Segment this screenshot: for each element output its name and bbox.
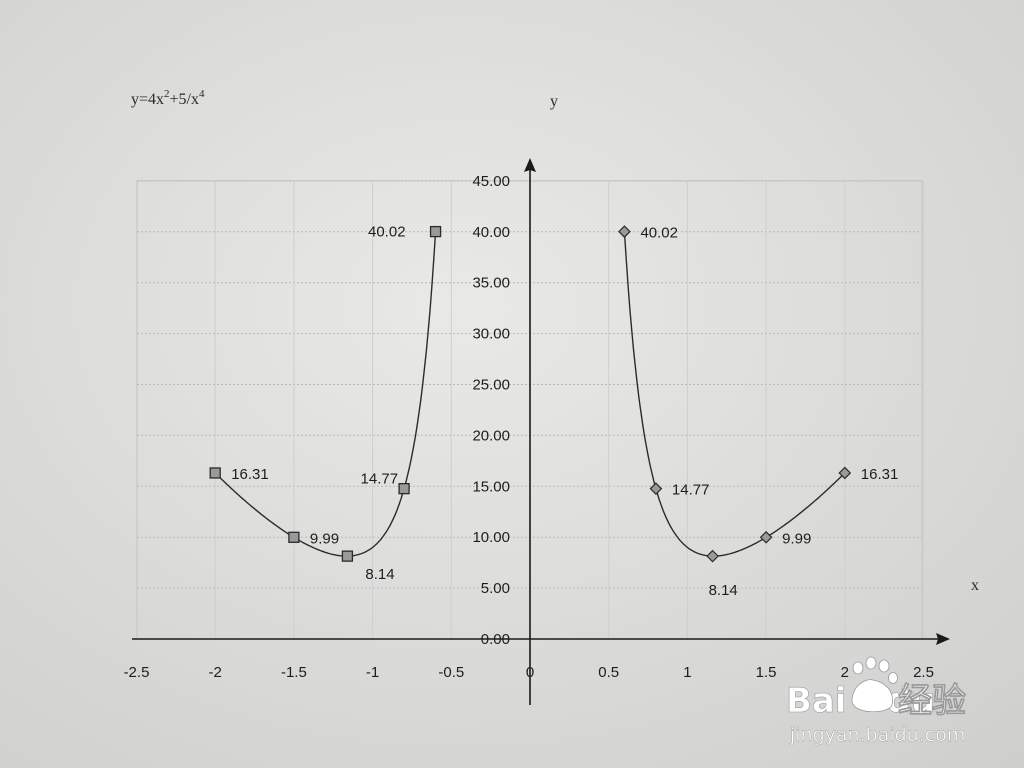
- x-tick-label: 0.5: [598, 664, 619, 681]
- y-tick-label: 0.00: [481, 631, 510, 648]
- y-tick-label: 45.00: [472, 173, 510, 190]
- equation-exp1: 2: [164, 88, 170, 100]
- equation-exp2: 4: [199, 88, 205, 100]
- series-layer: 16.31 9.99 8.14 14.77 40.02 40.02 14.77 8.14 9.9…: [209, 224, 899, 599]
- square-marker: [341, 550, 354, 562]
- data-label: 9.99: [782, 530, 811, 547]
- x-tick-label: 2.5: [913, 664, 934, 681]
- x-tick-label: -1.5: [281, 664, 307, 681]
- y-tick-label: 40.00: [472, 224, 510, 241]
- x-axis-label: x: [971, 577, 979, 594]
- watermark-logo: Bai du: [786, 681, 935, 721]
- y-tick-label: 30.00: [472, 326, 510, 343]
- y-tick-label: 35.00: [472, 275, 510, 292]
- diamond-marker: [706, 549, 719, 563]
- data-label: 16.31: [231, 466, 269, 483]
- x-tick-label: 1.5: [756, 664, 777, 681]
- equation-caption: y=4x2+5/x4: [131, 88, 205, 108]
- y-axis-arrow: [524, 158, 536, 172]
- y-tick-label: 20.00: [472, 427, 510, 444]
- axes: [132, 158, 950, 705]
- equation-mid: +5/x: [170, 91, 199, 108]
- series-line: [623, 231, 846, 557]
- diamond-marker: [759, 530, 773, 544]
- x-tick-label: -2: [209, 664, 222, 681]
- x-axis-arrow: [936, 633, 950, 645]
- x-tick-label: -1: [366, 664, 379, 681]
- data-label: 8.14: [365, 566, 394, 583]
- diamond-marker: [838, 466, 852, 480]
- y-tick-label: 25.00: [472, 377, 510, 394]
- series-line: [214, 231, 437, 557]
- square-marker: [398, 482, 410, 495]
- watermark-url: jingyan.baidu.com: [789, 724, 965, 746]
- x-tick-label: 1: [683, 664, 691, 681]
- y-tick-label: 10.00: [472, 529, 510, 546]
- y-axis-label: y: [550, 93, 558, 110]
- x-tick-label: 0: [526, 664, 534, 681]
- square-marker: [429, 225, 442, 238]
- equation-prefix: y=4x: [131, 91, 164, 108]
- paw-icon: [851, 656, 898, 713]
- tick-labels: 0.00 5.00 10.00 15.00 20.00 25.00 30.00 35.00 40…: [124, 173, 934, 681]
- x-tick-label: -0.5: [438, 664, 464, 681]
- y-tick-label: 15.00: [472, 478, 510, 495]
- y-tick-label: 5.00: [481, 580, 510, 597]
- diamond-marker: [618, 225, 631, 238]
- square-marker: [209, 467, 221, 479]
- x-tick-label: 2: [841, 664, 849, 681]
- data-label: 14.77: [672, 482, 710, 499]
- data-label: 40.02: [368, 224, 406, 241]
- baidu-watermark: Bai du 经验 jingyan.baidu.com: [786, 656, 966, 746]
- data-label: 16.31: [861, 466, 899, 483]
- data-label: 14.77: [361, 471, 399, 488]
- diamond-marker: [649, 482, 663, 495]
- watermark-cn: 经验: [898, 681, 966, 721]
- data-label: 8.14: [709, 582, 738, 599]
- data-label: 9.99: [310, 530, 339, 547]
- square-marker: [288, 531, 300, 543]
- data-label: 40.02: [640, 225, 678, 242]
- x-tick-label: -2.5: [124, 664, 150, 681]
